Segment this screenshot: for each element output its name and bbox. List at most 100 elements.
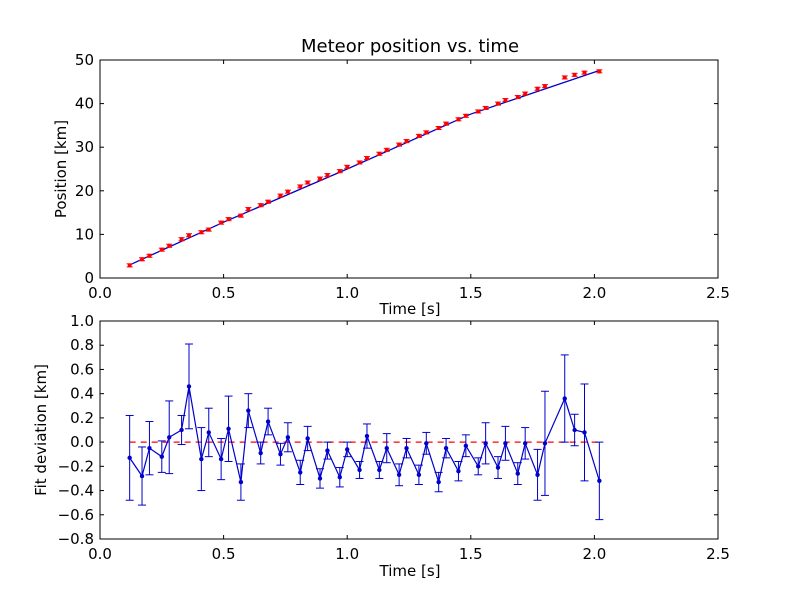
- top-data-point: [597, 69, 602, 74]
- bottom-data-point: [436, 479, 441, 485]
- top-data-point: [147, 253, 152, 258]
- top-data-point: [305, 180, 310, 185]
- bottom-y-axis-label: Fit deviation [km]: [32, 364, 50, 496]
- bottom-data-point: [483, 441, 488, 446]
- top-data-point: [238, 213, 243, 218]
- bottom-y-tick-label: 0.6: [70, 360, 94, 378]
- bottom-y-tick-label: 1.0: [70, 312, 94, 330]
- bottom-data-point: [305, 436, 310, 441]
- top-data-point: [159, 247, 164, 252]
- top-data-point: [140, 257, 145, 262]
- top-ticks-layer: 0.0 0.5 1.0 1.5 2.0 2.5 0 10 20 30 40 50: [75, 51, 730, 302]
- top-data-point: [226, 217, 231, 222]
- top-data-point: [572, 72, 577, 77]
- top-chart-title: Meteor position vs. time: [301, 36, 519, 57]
- top-x-tick-label: 0.5: [212, 284, 236, 302]
- top-data-point: [186, 233, 191, 238]
- bottom-data-point: [258, 450, 263, 456]
- top-plot-area: [99, 59, 719, 279]
- top-data-point: [535, 86, 540, 91]
- top-data-point: [179, 237, 184, 242]
- top-data-point: [397, 142, 402, 147]
- bottom-data-point: [582, 430, 587, 435]
- bottom-plot-area: [99, 320, 719, 540]
- bottom-data-point: [377, 467, 382, 473]
- bottom-data-point: [265, 419, 271, 424]
- top-data-point: [298, 184, 303, 189]
- top-data-point: [337, 169, 342, 174]
- bottom-data-point: [522, 441, 528, 446]
- top-y-axis-label: Position [km]: [52, 120, 70, 218]
- bottom-data-point: [206, 430, 211, 435]
- bottom-ticks-layer: 0.0 0.5 1.0 1.5 2.0 2.5 −0.8 −0.6 −0.4 −0.2 0.0 0.2…: [58, 312, 730, 563]
- bottom-data-point: [424, 441, 429, 446]
- top-data-point: [515, 95, 520, 100]
- bottom-x-tick-label: 2.5: [706, 545, 730, 563]
- top-y-tick-label: 40: [75, 95, 94, 113]
- top-x-tick-label: 1.5: [459, 284, 483, 302]
- top-data-point: [582, 70, 587, 75]
- bottom-x-tick-label: 0.5: [212, 545, 236, 563]
- top-x-tick-label: 1.0: [335, 284, 359, 302]
- top-data-point: [127, 263, 132, 268]
- top-data-point: [416, 133, 421, 138]
- bottom-y-tick-label: 0.4: [70, 385, 94, 403]
- top-data-point: [258, 203, 263, 208]
- top-y-tick-label: 20: [75, 182, 94, 200]
- top-data-point: [219, 220, 224, 225]
- bottom-data-point: [278, 452, 283, 457]
- bottom-y-tick-label: 0.2: [70, 409, 94, 427]
- top-data-point: [463, 113, 468, 118]
- bottom-y-tick-label: −0.4: [58, 482, 94, 500]
- top-data-point: [503, 98, 508, 103]
- bottom-data-point: [199, 456, 204, 462]
- bottom-x-tick-label: 2.0: [582, 545, 606, 563]
- bottom-data-point: [456, 468, 461, 474]
- bottom-data-point: [186, 384, 192, 389]
- top-data-point: [562, 75, 567, 80]
- bottom-data-point: [542, 441, 548, 446]
- top-x-axis-label: Time [s]: [379, 300, 441, 318]
- bottom-data-point: [179, 427, 184, 433]
- bottom-data-point: [443, 445, 449, 451]
- top-fit-line: [129, 69, 600, 266]
- top-data-point: [476, 109, 481, 114]
- bottom-data-point: [218, 456, 224, 462]
- top-data-point: [206, 227, 211, 232]
- bottom-data-point: [298, 470, 303, 475]
- bottom-data-point: [238, 479, 244, 485]
- bottom-data-point: [416, 472, 422, 478]
- bottom-data-point: [139, 473, 145, 479]
- bottom-x-axis-label: Time [s]: [379, 562, 441, 580]
- bottom-data-point: [167, 435, 172, 440]
- top-data-point: [377, 151, 382, 156]
- top-data-point: [495, 101, 500, 106]
- bottom-data-point: [404, 445, 409, 451]
- top-data-point: [523, 91, 528, 96]
- top-data-point: [364, 156, 369, 161]
- bottom-data-point: [226, 426, 231, 431]
- top-y-tick-label: 30: [75, 138, 94, 156]
- bottom-y-tick-label: −0.2: [58, 457, 94, 475]
- bottom-data-point: [325, 448, 330, 453]
- bottom-data-point: [476, 464, 481, 469]
- bottom-x-tick-label: 1.0: [335, 545, 359, 563]
- bottom-data-point: [495, 465, 501, 470]
- bottom-data-point: [396, 472, 402, 478]
- bottom-x-tick-label: 0.0: [88, 545, 112, 563]
- top-data-point: [199, 230, 204, 235]
- top-data-point: [384, 147, 389, 152]
- bottom-data-point: [572, 427, 577, 433]
- bottom-data-point: [345, 447, 350, 452]
- bottom-data-point: [357, 467, 362, 473]
- bottom-data-point: [535, 472, 540, 478]
- top-data-point: [345, 164, 350, 169]
- top-data-point: [424, 130, 429, 135]
- bottom-data-point: [515, 471, 520, 476]
- bottom-data-point: [285, 435, 291, 440]
- bottom-y-tick-label: 0.0: [70, 433, 94, 451]
- top-points-layer: [126, 69, 603, 268]
- top-x-tick-label: 2.5: [706, 284, 730, 302]
- top-data-point: [285, 189, 290, 194]
